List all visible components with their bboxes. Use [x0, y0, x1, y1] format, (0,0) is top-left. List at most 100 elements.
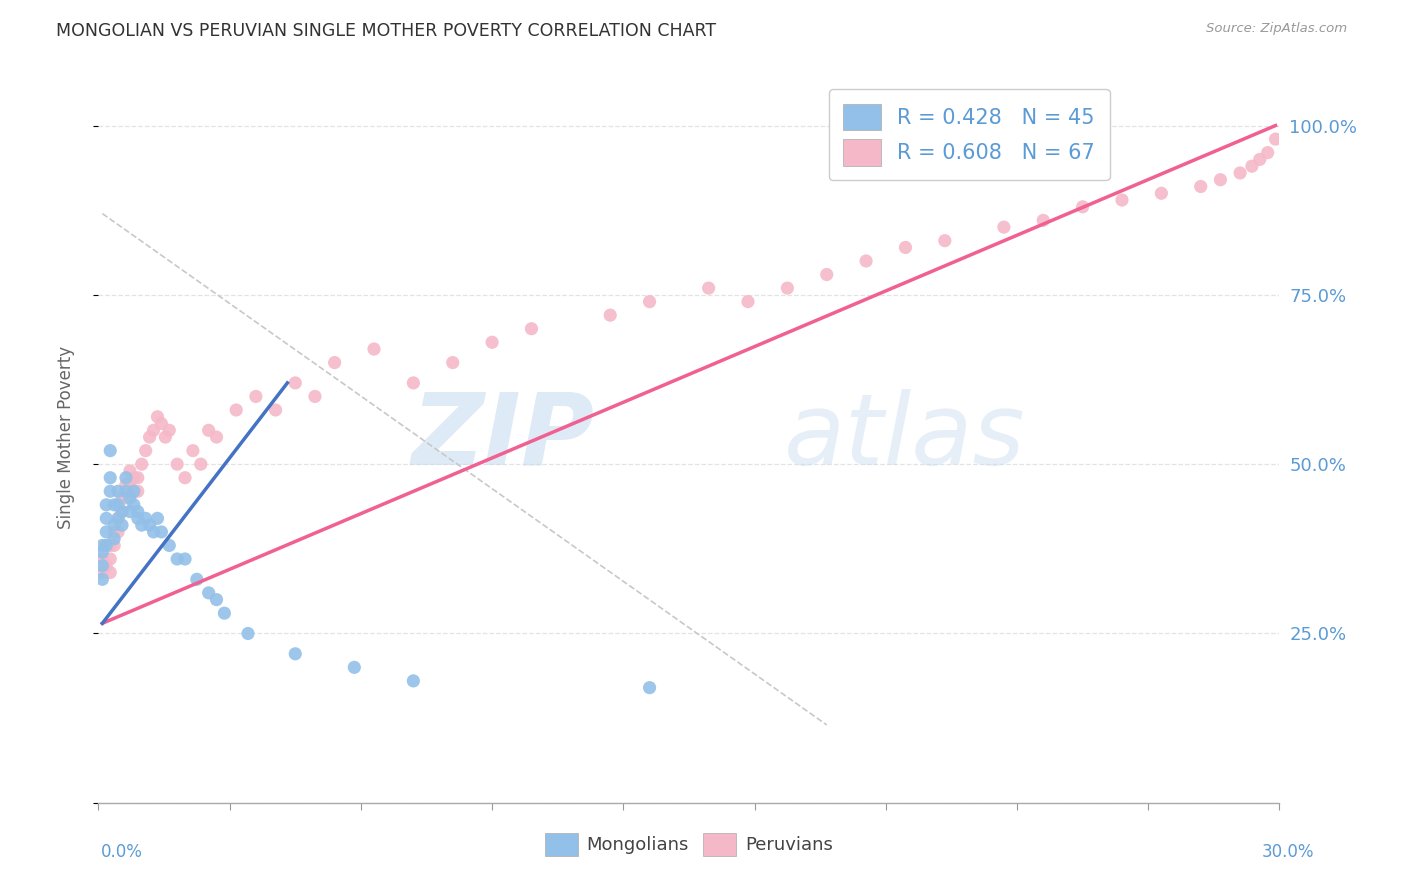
Point [934, 234, 956, 248]
Text: ZIP: ZIP [412, 389, 595, 485]
Point [98, 538, 121, 552]
Text: MONGOLIAN VS PERUVIAN SINGLE MOTHER POVERTY CORRELATION CHART: MONGOLIAN VS PERUVIAN SINGLE MOTHER POVE… [56, 22, 717, 40]
Point [131, 518, 153, 533]
Point [225, 403, 247, 417]
Point [135, 511, 157, 525]
Point [186, 572, 208, 586]
Point [122, 484, 145, 499]
Point [98, 484, 121, 499]
Point [127, 505, 149, 519]
Point [174, 471, 197, 485]
Point [142, 524, 165, 539]
Point [107, 511, 129, 525]
Point [138, 430, 160, 444]
Text: Source: ZipAtlas.com: Source: ZipAtlas.com [1206, 22, 1347, 36]
Point [118, 477, 141, 491]
Y-axis label: Single Mother Poverty: Single Mother Poverty [56, 345, 75, 529]
Point [402, 376, 425, 390]
Point [993, 220, 1015, 235]
Point [118, 505, 141, 519]
Point [122, 471, 145, 485]
Point [146, 511, 169, 525]
Point [737, 294, 759, 309]
Point [103, 538, 125, 552]
Point [1071, 200, 1094, 214]
Point [96, 538, 118, 552]
Point [815, 268, 838, 282]
Point [115, 491, 138, 505]
Point [599, 308, 621, 322]
Point [96, 511, 118, 525]
Point [96, 524, 118, 539]
Point [127, 484, 149, 499]
Text: 0.0%: 0.0% [101, 843, 143, 861]
Point [91, 566, 114, 580]
Point [118, 464, 141, 478]
Point [697, 281, 720, 295]
Point [150, 524, 173, 539]
Point [205, 430, 228, 444]
Point [520, 322, 543, 336]
Point [98, 471, 121, 485]
Point [402, 673, 425, 688]
Point [855, 254, 877, 268]
Point [190, 457, 212, 471]
Point [146, 409, 169, 424]
Point [157, 538, 180, 552]
Point [135, 443, 157, 458]
Point [115, 484, 138, 499]
Point [103, 498, 125, 512]
Point [343, 660, 366, 674]
Point [284, 647, 307, 661]
Point [96, 498, 118, 512]
Point [127, 471, 149, 485]
Point [138, 518, 160, 533]
Point [214, 606, 236, 620]
Point [127, 511, 149, 525]
Point [1240, 159, 1263, 173]
Point [107, 511, 129, 525]
Point [91, 572, 114, 586]
Point [111, 491, 134, 505]
Legend: Mongolians, Peruvians: Mongolians, Peruvians [538, 826, 839, 863]
Point [155, 430, 177, 444]
Point [776, 281, 799, 295]
Point [150, 417, 173, 431]
Point [284, 376, 307, 390]
Point [107, 484, 129, 499]
Point [323, 355, 346, 369]
Point [91, 545, 114, 559]
Point [174, 552, 197, 566]
Point [91, 558, 114, 573]
Point [107, 498, 129, 512]
Point [1257, 145, 1279, 160]
Point [103, 518, 125, 533]
Point [205, 592, 228, 607]
Point [481, 335, 503, 350]
Point [131, 457, 153, 471]
Point [363, 342, 385, 356]
Point [118, 491, 141, 505]
Point [122, 498, 145, 512]
Point [441, 355, 464, 369]
Point [111, 505, 134, 519]
Point [181, 443, 204, 458]
Point [103, 524, 125, 539]
Point [264, 403, 287, 417]
Point [894, 240, 917, 254]
Point [1111, 193, 1133, 207]
Point [98, 552, 121, 566]
Text: 30.0%: 30.0% [1263, 843, 1315, 861]
Point [96, 538, 118, 552]
Point [1032, 213, 1054, 227]
Point [98, 566, 121, 580]
Point [96, 558, 118, 573]
Point [166, 457, 188, 471]
Point [638, 681, 661, 695]
Point [236, 626, 259, 640]
Point [1264, 132, 1286, 146]
Point [157, 423, 180, 437]
Point [197, 423, 219, 437]
Point [111, 505, 134, 519]
Point [91, 538, 114, 552]
